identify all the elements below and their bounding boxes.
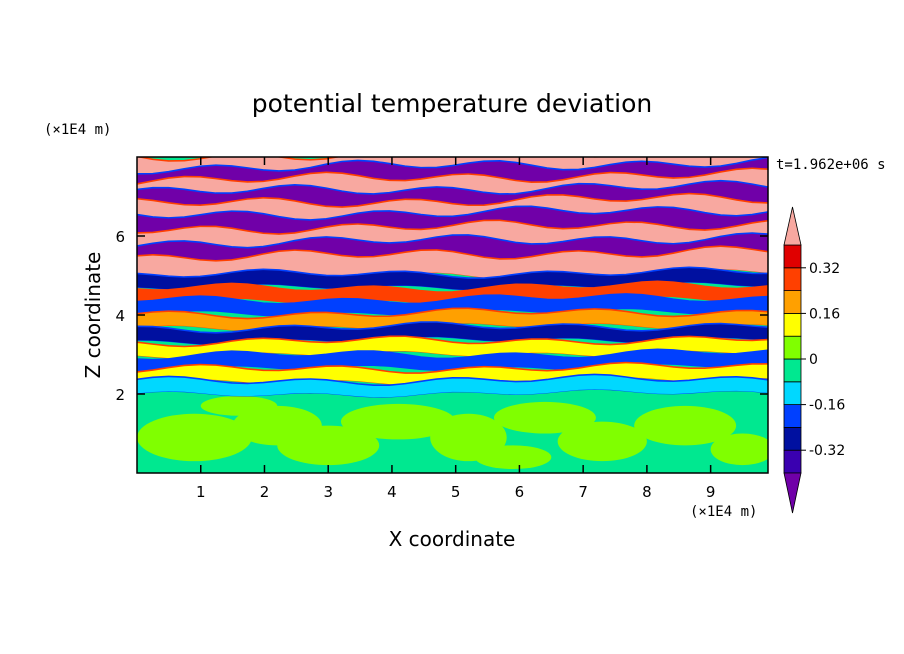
colorbar-label: 0.32 [809, 261, 840, 277]
y-tick-label: 4 [115, 307, 125, 325]
x-unit-label: (×1E4 m) [690, 504, 757, 520]
field-blob [710, 433, 768, 466]
time-label: t=1.962e+06 s [776, 157, 886, 173]
field-band [137, 294, 768, 317]
colorbar-segment [783, 358, 802, 383]
y-unit-label: (×1E4 m) [44, 122, 111, 138]
field-band [137, 375, 768, 398]
x-tick-label: 9 [706, 483, 716, 501]
field-band [137, 268, 768, 291]
colorbar-label: -0.16 [809, 398, 845, 414]
field-blob [340, 403, 456, 440]
field-blob [493, 401, 596, 434]
x-tick-label: 5 [451, 483, 461, 501]
colorbar-label: -0.32 [809, 443, 845, 459]
field-band [137, 322, 768, 345]
field-blob [474, 445, 552, 470]
colorbar-segment [783, 335, 802, 360]
contour-field [137, 157, 768, 473]
y-axis-ticks: 2 4 6 [115, 228, 768, 404]
x-tick-label: 8 [642, 483, 652, 501]
colorbar-segment [783, 426, 802, 451]
field-blob [137, 413, 252, 462]
colorbar: 0.32 0.16 0 -0.16 -0.32 [783, 206, 845, 514]
x-tick-label: 2 [260, 483, 270, 501]
colorbar-label: 0 [809, 352, 818, 368]
colorbar-segment [783, 244, 802, 269]
x-tick-label: 4 [387, 483, 397, 501]
x-axis-ticks: 1 2 3 4 5 6 7 8 9 [196, 157, 715, 501]
colorbar-segment [783, 267, 802, 291]
y-tick-label: 2 [115, 386, 125, 404]
y-axis-label: Z coordinate [81, 252, 105, 379]
colorbar-segment [783, 290, 802, 314]
field-blob [200, 395, 278, 416]
colorbar-segment [783, 404, 802, 428]
colorbar-segment [783, 312, 802, 337]
chart-title: potential temperature deviation [252, 89, 652, 118]
y-tick-label: 6 [115, 228, 125, 246]
field-blob [557, 421, 647, 462]
field-blob [634, 405, 737, 446]
x-axis-label: X coordinate [389, 527, 516, 551]
field-band [137, 337, 768, 359]
colorbar-segment [783, 449, 802, 474]
colorbar-label: 0.16 [809, 306, 840, 322]
colorbar-segment [783, 381, 802, 405]
x-tick-label: 3 [323, 483, 333, 501]
field-blob [277, 425, 380, 466]
x-tick-label: 6 [515, 483, 525, 501]
colorbar-top-arrow [783, 206, 802, 246]
x-tick-label: 1 [196, 483, 206, 501]
x-tick-label: 7 [578, 483, 588, 501]
colorbar-bottom-arrow [783, 472, 802, 514]
